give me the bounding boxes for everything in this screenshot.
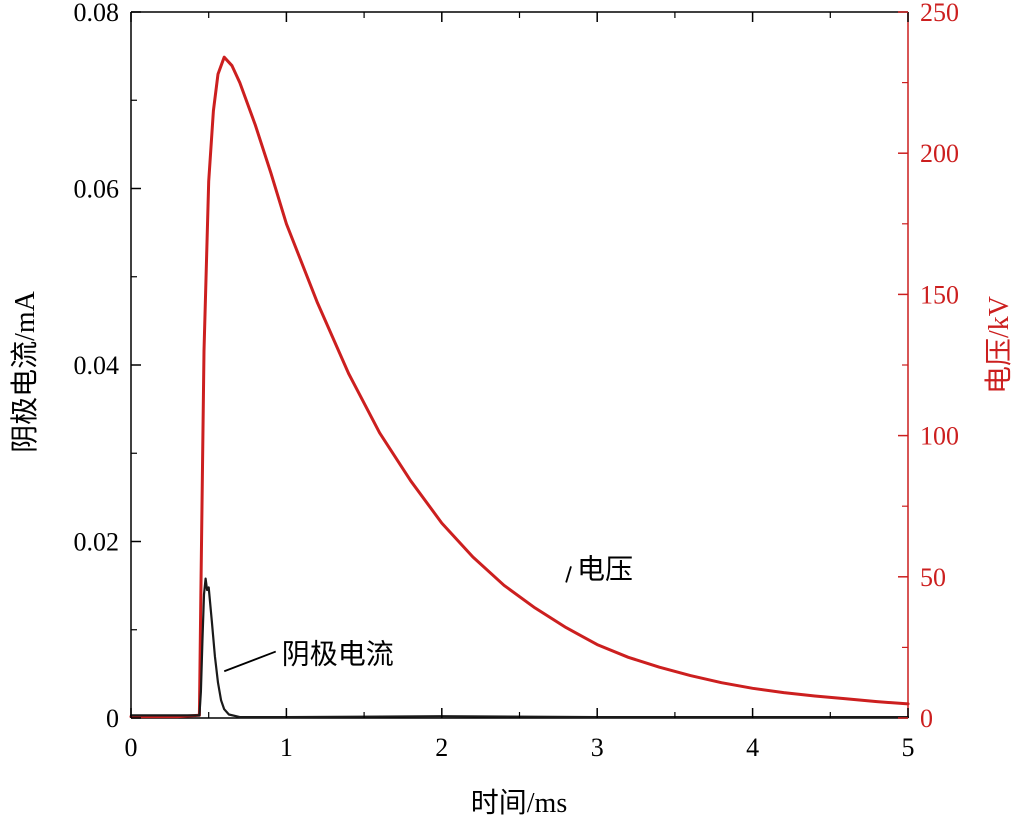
y-right-axis-title: 电压/kV <box>983 296 1015 394</box>
y-left-tick-label: 0 <box>106 704 119 733</box>
series-line-current <box>129 577 910 719</box>
y-left-tick-label: 0.02 <box>74 528 120 557</box>
y-right-tick-label: 200 <box>920 139 959 168</box>
y-right-tick-label: 0 <box>920 704 933 733</box>
y-right-tick-label: 250 <box>920 0 959 27</box>
series-layer <box>129 55 910 719</box>
y-right-tick-label: 150 <box>920 280 959 309</box>
current-label: 阴极电流 <box>282 638 394 671</box>
series-line-voltage <box>129 55 910 719</box>
x-tick-label: 3 <box>591 733 604 762</box>
y-right-tick-label: 100 <box>920 422 959 451</box>
x-tick-label: 2 <box>435 733 448 762</box>
y-left-tick-label: 0.06 <box>74 175 120 204</box>
axes-frame <box>130 11 909 719</box>
current-leader-line <box>223 650 277 673</box>
voltage-leader-line <box>565 566 572 583</box>
x-tick-label: 4 <box>746 733 759 762</box>
voltage-label: 电压 <box>577 552 633 585</box>
y-right-tick-label: 50 <box>920 563 946 592</box>
y-left-tick-label: 0.08 <box>74 0 120 27</box>
x-tick-label: 0 <box>125 733 138 762</box>
x-axis-title: 时间/ms <box>471 787 567 819</box>
y-left-axis-title: 阴极电流/mA <box>9 290 41 453</box>
y-left-tick-label: 0.04 <box>74 351 120 380</box>
x-tick-label: 1 <box>280 733 293 762</box>
x-tick-label: 5 <box>902 733 915 762</box>
